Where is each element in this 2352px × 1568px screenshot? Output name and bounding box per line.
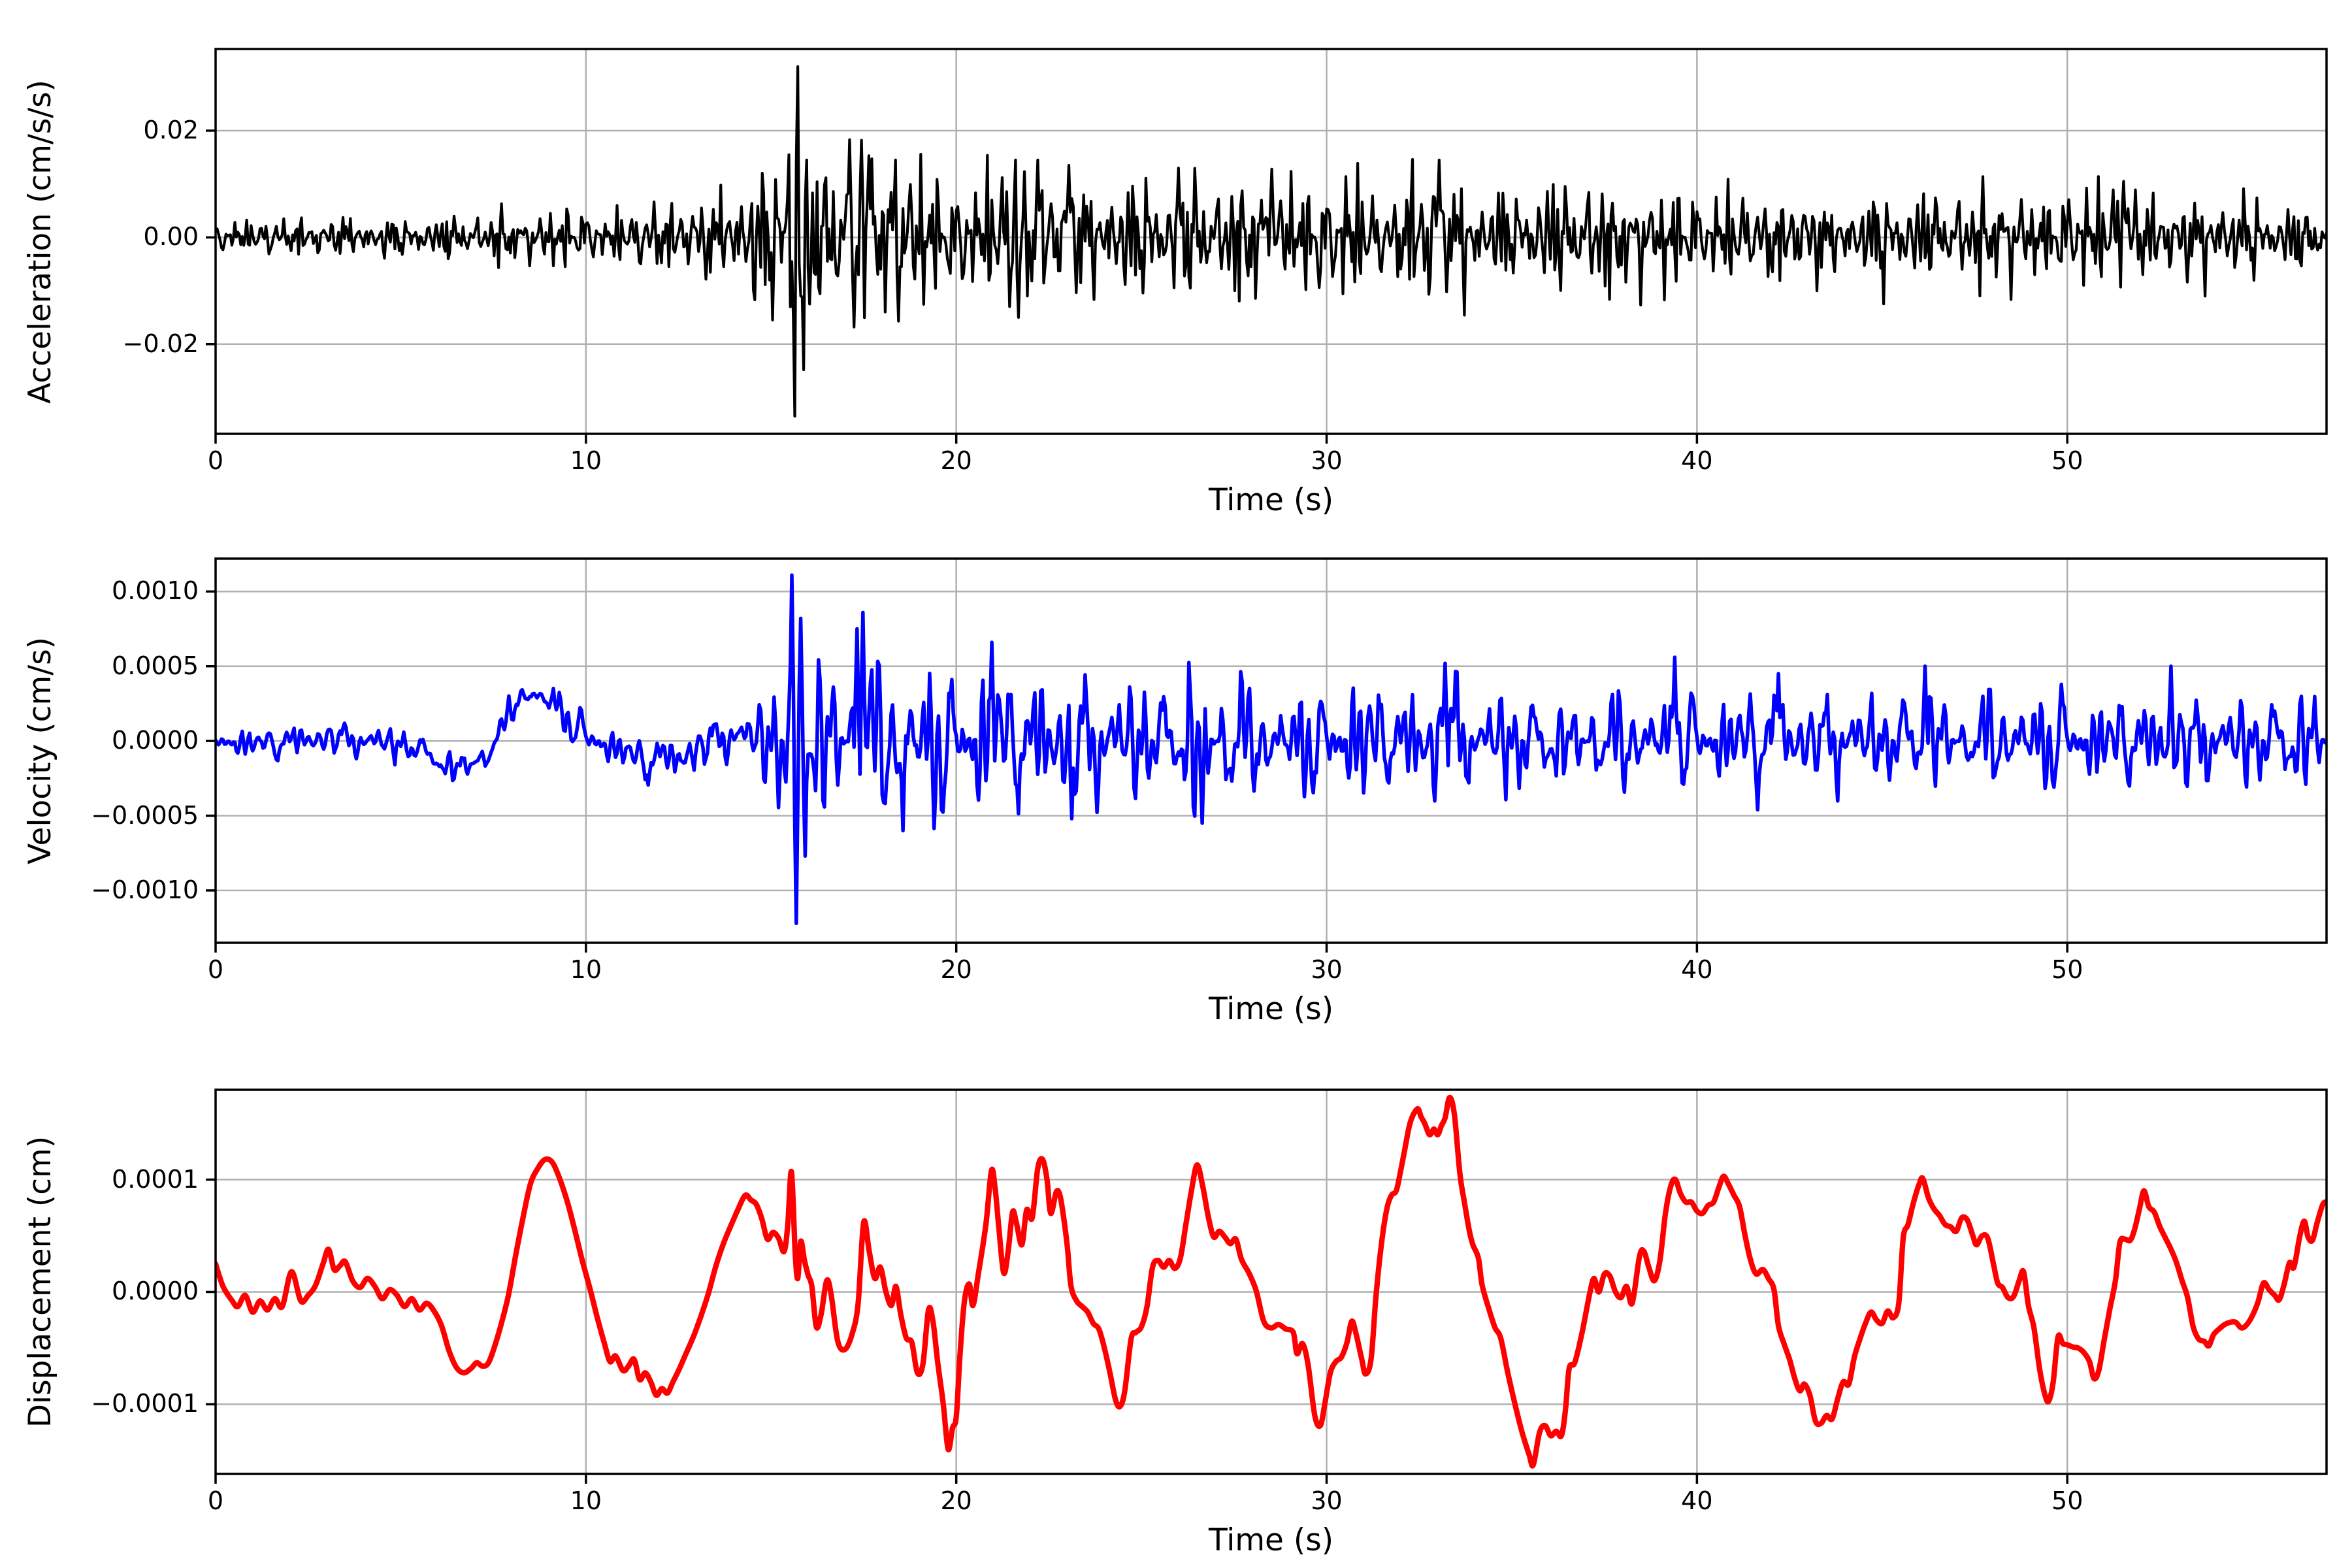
- velocity-xtick-10: 10: [570, 955, 602, 984]
- displacement-trace: [216, 1094, 2327, 1469]
- velocity-x-axis-label: Time (s): [1208, 991, 1334, 1027]
- velocity-ytick-pos0010: 0.0010: [112, 576, 199, 606]
- velocity-y-axis-label: Velocity (cm/s): [22, 637, 59, 864]
- displacement-xtick-40: 40: [1681, 1486, 1713, 1515]
- displacement-xtick-10: 10: [570, 1486, 602, 1515]
- velocity-xtick-50: 50: [2051, 955, 2083, 984]
- displacement-plot: [206, 1088, 2328, 1484]
- displacement-ytick-pos00001: 0.0001: [112, 1164, 199, 1194]
- displacement-ytick-zero: 0.0000: [112, 1277, 199, 1306]
- displacement-xtick-0: 0: [207, 1486, 224, 1515]
- velocity-plot: [206, 557, 2328, 953]
- acceleration-y-axis-label: Acceleration (cm/s/s): [22, 79, 59, 404]
- displacement-xtick-30: 30: [1311, 1486, 1343, 1515]
- displacement-ytick-neg00001: −0.0001: [91, 1389, 199, 1418]
- velocity-xtick-0: 0: [207, 955, 224, 984]
- velocity-ytick-neg0005: −0.0005: [91, 800, 199, 830]
- acceleration-ytick-pos002: 0.02: [143, 116, 199, 145]
- displacement-xtick-20: 20: [940, 1486, 972, 1515]
- acceleration-x-axis-label: Time (s): [1208, 482, 1334, 518]
- acceleration-xtick-20: 20: [940, 446, 972, 475]
- velocity-ytick-zero: 0.0000: [112, 726, 199, 755]
- velocity-xtick-20: 20: [940, 955, 972, 984]
- acceleration-xtick-50: 50: [2051, 446, 2083, 475]
- acceleration-plot: [206, 48, 2328, 444]
- acceleration-ytick-neg002: −0.02: [122, 329, 199, 358]
- acceleration-xtick-40: 40: [1681, 446, 1713, 475]
- acceleration-xtick-30: 30: [1311, 446, 1343, 475]
- displacement-x-axis-label: Time (s): [1208, 1522, 1334, 1558]
- velocity-ytick-neg0010: −0.0010: [91, 875, 199, 905]
- velocity-xtick-30: 30: [1311, 955, 1343, 984]
- acceleration-xtick-0: 0: [207, 446, 224, 475]
- velocity-trace: [216, 573, 2327, 926]
- acceleration-ytick-zero: 0.00: [143, 222, 199, 252]
- displacement-y-axis-label: Displacement (cm): [22, 1135, 59, 1428]
- velocity-ytick-pos0005: 0.0005: [112, 651, 199, 680]
- displacement-xtick-50: 50: [2051, 1486, 2083, 1515]
- acceleration-trace: [216, 65, 2327, 418]
- acceleration-xtick-10: 10: [570, 446, 602, 475]
- velocity-xtick-40: 40: [1681, 955, 1713, 984]
